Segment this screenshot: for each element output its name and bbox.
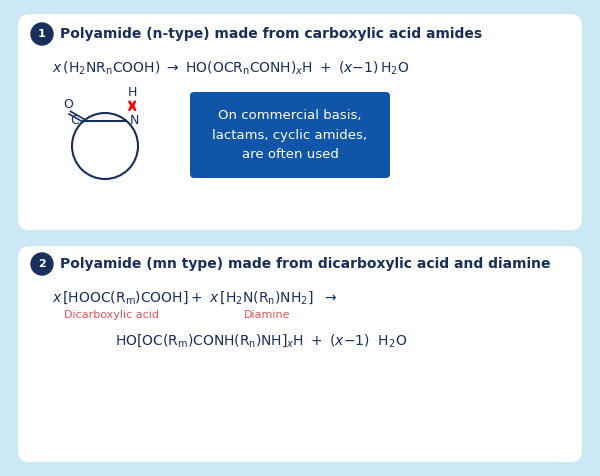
FancyBboxPatch shape bbox=[18, 14, 582, 230]
Text: On commercial basis,
lactams, cyclic amides,
are often used: On commercial basis, lactams, cyclic ami… bbox=[212, 109, 367, 160]
Text: Dicarboxylic acid: Dicarboxylic acid bbox=[65, 310, 160, 320]
Text: O: O bbox=[63, 98, 73, 111]
Circle shape bbox=[31, 23, 53, 45]
Text: 1: 1 bbox=[38, 29, 46, 39]
FancyBboxPatch shape bbox=[190, 92, 390, 178]
Text: 2: 2 bbox=[38, 259, 46, 269]
Text: C: C bbox=[70, 114, 79, 127]
Text: Polyamide (mn type) made from dicarboxylic acid and diamine: Polyamide (mn type) made from dicarboxyl… bbox=[60, 257, 551, 271]
Text: N: N bbox=[130, 114, 140, 127]
Text: Diamine: Diamine bbox=[244, 310, 290, 320]
Text: Polyamide (n-type) made from carboxylic acid amides: Polyamide (n-type) made from carboxylic … bbox=[60, 27, 482, 41]
Circle shape bbox=[31, 253, 53, 275]
FancyBboxPatch shape bbox=[18, 246, 582, 462]
Text: $\mathit{x}\,\mathrm{(H_2NR_nCOOH)\ \rightarrow\ HO(OCR_nCONH)_\mathit{x}H\ +\ (: $\mathit{x}\,\mathrm{(H_2NR_nCOOH)\ \rig… bbox=[52, 60, 409, 77]
Text: $\mathrm{HO[OC(R_m)CONH(R_n)NH]_\mathit{x}H\ +\ (\mathit{x}{-}1)\ \ H_2O}$: $\mathrm{HO[OC(R_m)CONH(R_n)NH]_\mathit{… bbox=[115, 333, 407, 349]
Text: $\mathit{x}\,\mathrm{[HOOC(R_m)COOH]+}\ \mathit{x}\,\mathrm{[H_2N(R_n)NH_2]\ \ \: $\mathit{x}\,\mathrm{[HOOC(R_m)COOH]+}\ … bbox=[52, 289, 337, 307]
Text: H: H bbox=[128, 86, 137, 99]
